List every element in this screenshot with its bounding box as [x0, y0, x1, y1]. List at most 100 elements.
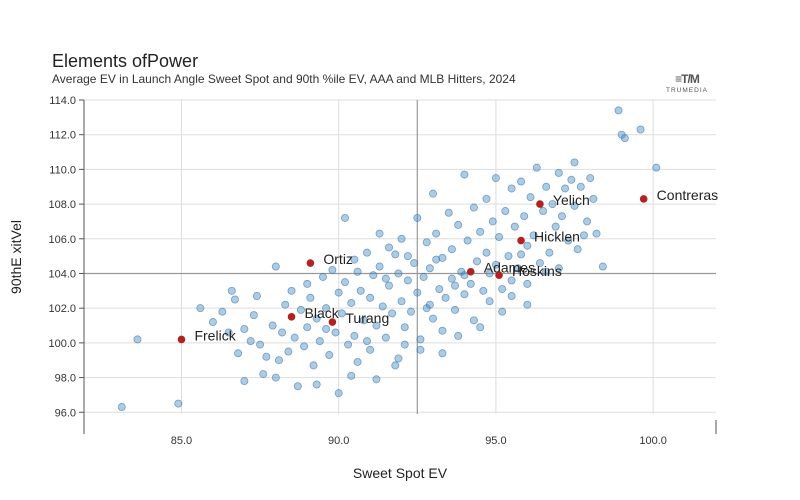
scatter-point [227, 286, 236, 295]
scatter-point [359, 316, 368, 325]
scatter-point [551, 222, 560, 231]
scatter-point [397, 297, 406, 306]
scatter-point [394, 354, 403, 363]
highlight-label-yelich: Yelich [553, 192, 590, 208]
scatter-point [366, 293, 375, 302]
scatter-point [598, 262, 607, 271]
scatter-point [397, 234, 406, 243]
scatter-point [476, 323, 485, 332]
highlight-point-contreras [639, 195, 648, 203]
scatter-point [249, 311, 258, 320]
scatter-point [256, 340, 265, 349]
highlight-label-adames: Adames [484, 260, 535, 276]
y-tick-label: 96.0 [55, 407, 76, 419]
scatter-point [523, 279, 532, 288]
scatter-point [548, 200, 557, 209]
scatter-point [344, 340, 353, 349]
scatter-point [240, 324, 249, 333]
scatter-point [523, 241, 532, 250]
scatter-point [510, 222, 519, 231]
scatter-point [362, 248, 371, 257]
highlight-label-hicklen: Hicklen [534, 229, 580, 245]
scatter-point [218, 307, 227, 316]
scatter-point [438, 253, 447, 262]
scatter-point [315, 337, 324, 346]
scatter-point [413, 213, 422, 222]
scatter-point [526, 193, 535, 202]
y-tick-label: 102.0 [48, 303, 76, 315]
scatter-point [117, 403, 126, 412]
scatter-point [576, 182, 585, 191]
scatter-point [485, 269, 494, 278]
scatter-point [460, 290, 469, 299]
scatter-point [416, 335, 425, 344]
grid [84, 99, 716, 414]
trumedia-logo-text: TRUMEDIA [666, 87, 708, 94]
scatter-point [570, 201, 579, 210]
scatter-point [303, 323, 312, 332]
scatter-point [441, 293, 450, 302]
scatter-point [570, 158, 579, 167]
scatter-point [523, 300, 532, 309]
x-tick-label: 90.0 [328, 435, 349, 447]
y-tick-label: 104.0 [48, 268, 76, 280]
scatter-point [375, 262, 384, 271]
scatter-point [429, 314, 438, 323]
scatter-point [614, 106, 623, 115]
scatter-point [438, 349, 447, 358]
scatter-point [451, 305, 460, 314]
scatter-point [196, 304, 205, 313]
scatter-point [542, 182, 551, 191]
x-axis-label: Sweet Spot EV [353, 465, 448, 481]
scatter-point [517, 250, 526, 259]
scatter-point [290, 333, 299, 342]
scatter-point [407, 307, 416, 316]
scatter-point [322, 324, 331, 333]
scatter-point [274, 356, 283, 365]
scatter-point [491, 260, 500, 269]
scatter-point [293, 382, 302, 391]
scatter-point [435, 285, 444, 294]
scatter-point [454, 331, 463, 340]
scatter-point [554, 168, 563, 177]
scatter-point [529, 231, 538, 240]
x-tick-label: 100.0 [639, 435, 667, 447]
scatter-point [422, 238, 431, 247]
x-tick-label: 85.0 [171, 435, 192, 447]
scatter-point [378, 302, 387, 311]
scatter-point [507, 184, 516, 193]
x-tick-label: 95.0 [485, 435, 506, 447]
scatter-point [438, 326, 447, 335]
scatter-point [469, 203, 478, 212]
scatter-point [507, 276, 516, 285]
scatter-point [429, 189, 438, 198]
scatter-point [425, 300, 434, 309]
scatter-point [413, 288, 422, 297]
y-tick-label: 98.0 [55, 373, 76, 385]
y-tick-label: 100.0 [48, 338, 76, 350]
highlight-label-ortiz: Ortiz [323, 251, 353, 267]
scatter-point [340, 278, 349, 287]
scatter-point [252, 292, 261, 301]
scatter-point [554, 264, 563, 273]
scatter-point [507, 292, 516, 301]
scatter-point [419, 272, 428, 281]
y-tick-label: 106.0 [48, 234, 76, 246]
chart-title: Elements ofPower [52, 51, 199, 71]
scatter-point [539, 207, 548, 216]
scatter-point [224, 328, 233, 337]
scatter-point [388, 309, 397, 318]
scatter-point [174, 399, 183, 408]
scatter-point [281, 300, 290, 309]
scatter-point [133, 335, 142, 344]
scatter-point [573, 245, 582, 254]
scatter-point [473, 257, 482, 266]
scatter-point [564, 236, 573, 245]
reference-lines [84, 100, 716, 414]
scatter-point [447, 245, 456, 254]
scatter-point [451, 281, 460, 290]
scatter-point [561, 184, 570, 193]
highlight-point-yelich [536, 200, 544, 208]
scatter-point [340, 213, 349, 222]
